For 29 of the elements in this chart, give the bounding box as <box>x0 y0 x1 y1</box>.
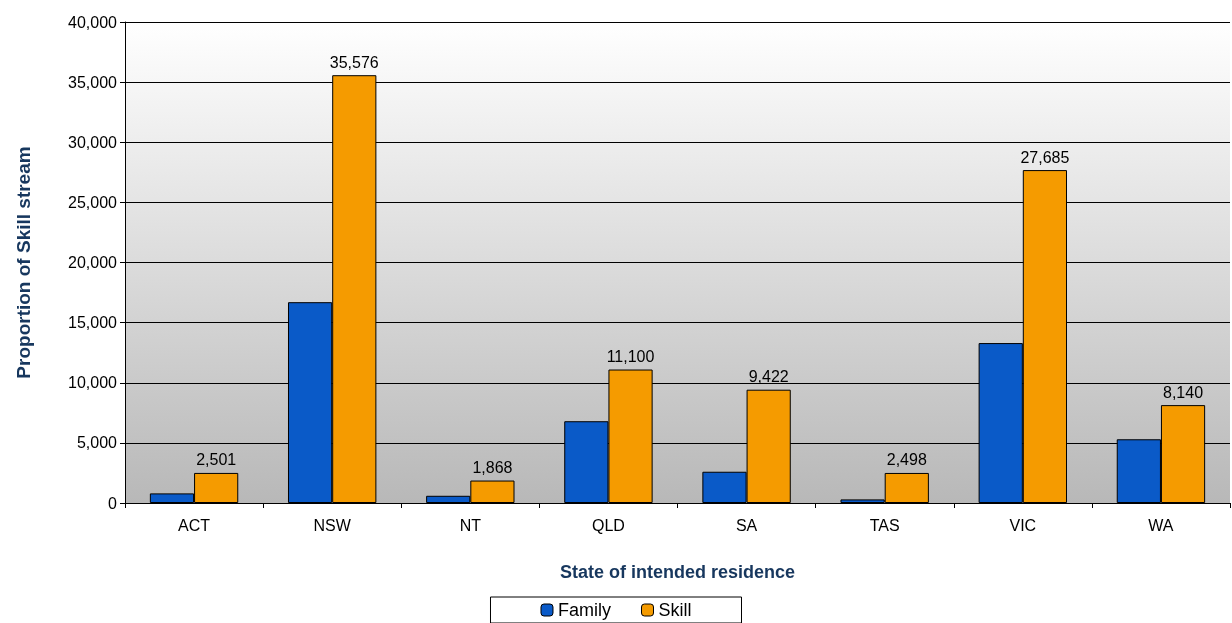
y-tick-label: 40,000 <box>68 13 118 31</box>
y-tick-label: 25,000 <box>68 193 118 211</box>
x-tick-label: TAS <box>869 516 900 534</box>
legend-label: Skill <box>658 600 692 620</box>
x-tick-label: QLD <box>591 516 625 534</box>
data-label: 11,100 <box>606 348 655 366</box>
y-tick-label: 15,000 <box>68 314 118 332</box>
y-tick-label: 30,000 <box>68 133 118 151</box>
y-tick-label: 0 <box>108 494 118 512</box>
data-label: 8,140 <box>1163 383 1204 401</box>
data-label: 2,501 <box>196 451 237 469</box>
x-tick-label: NT <box>459 516 482 534</box>
y-tick-label: 5,000 <box>76 434 118 452</box>
y-tick-label: 10,000 <box>68 374 118 392</box>
data-label: 27,685 <box>1020 148 1070 166</box>
data-label: 2,498 <box>886 451 927 469</box>
x-tick-label: NSW <box>313 516 352 534</box>
x-axis-title: State of intended residence <box>559 562 796 582</box>
data-label: 1,868 <box>472 459 513 477</box>
x-tick-label: ACT <box>178 516 211 534</box>
x-tick-label: VIC <box>1009 516 1037 534</box>
data-label: 35,576 <box>329 53 379 71</box>
y-axis-title: Proportion of Skill stream <box>13 146 34 379</box>
x-tick-label: SA <box>735 516 758 534</box>
y-tick-label: 20,000 <box>68 254 118 271</box>
legend-label: Family <box>558 600 611 620</box>
x-tick-label: WA <box>1148 516 1174 534</box>
y-tick-label: 35,000 <box>68 73 118 91</box>
data-label: 9,422 <box>748 368 789 386</box>
